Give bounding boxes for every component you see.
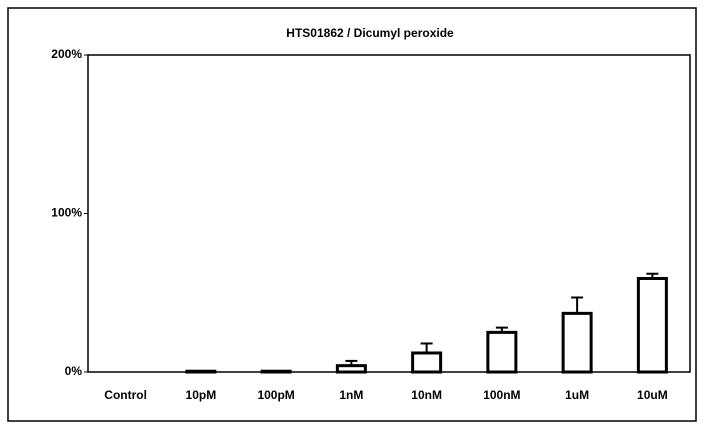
y-tick-label: 200% [51,47,82,61]
bar [636,276,668,374]
bar [260,369,292,374]
bar [411,351,443,374]
x-tick-label: 1uM [565,388,589,402]
x-tick-label: 10nM [411,388,442,402]
chart-border [7,7,697,422]
x-tick-label: 10uM [637,388,668,402]
x-tick-label: 100pM [257,388,294,402]
y-tick-label: 100% [51,206,82,220]
x-tick-label: 10pM [186,388,217,402]
bar [486,330,518,374]
x-tick-label: 1nM [339,388,363,402]
chart-title: HTS01862 / Dicumyl peroxide [286,26,454,40]
x-tick-label: 100nM [483,388,520,402]
bar [561,311,593,374]
bar [185,369,217,374]
y-tick-label: 0% [65,364,83,378]
bar [335,364,367,374]
x-tick-label: Control [104,388,147,402]
